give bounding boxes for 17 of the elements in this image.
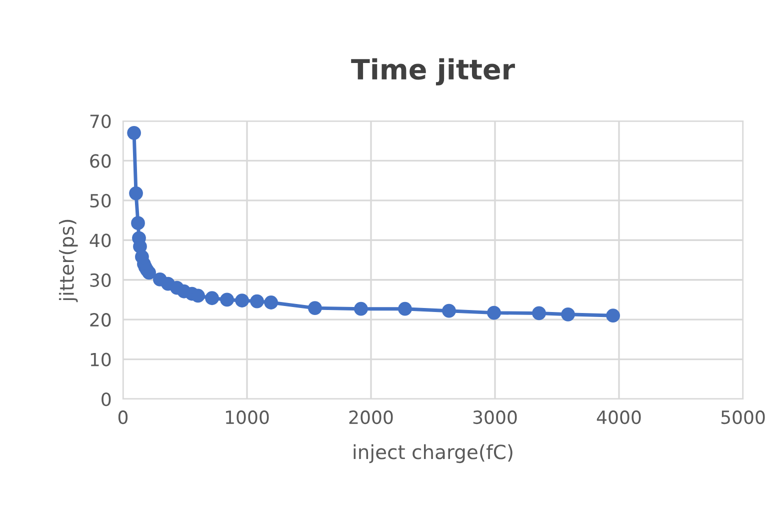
y-axis-title: jitter(ps) — [58, 220, 78, 302]
x-tick-label: 4000 — [596, 410, 641, 424]
x-axis-title: inject charge(fC) — [354, 444, 512, 464]
x-tick-label: 2000 — [349, 410, 393, 424]
y-tick-label: 10 — [90, 352, 111, 366]
y-tick-label: 0 — [102, 392, 111, 406]
y-tick-label: 60 — [90, 154, 111, 168]
y-tick-label: 40 — [90, 234, 111, 248]
x-tick-label: 5000 — [721, 410, 765, 424]
y-tick-label: 70 — [90, 114, 111, 128]
x-tick-label: 1000 — [226, 410, 269, 424]
x-tick-label: 0 — [118, 410, 128, 424]
chart-title: Time jitter — [351, 58, 515, 86]
y-tick-label: 30 — [90, 273, 111, 287]
y-tick-label: 20 — [90, 313, 111, 327]
y-tick-label: 50 — [90, 194, 111, 208]
x-tick-label: 3000 — [473, 410, 517, 424]
